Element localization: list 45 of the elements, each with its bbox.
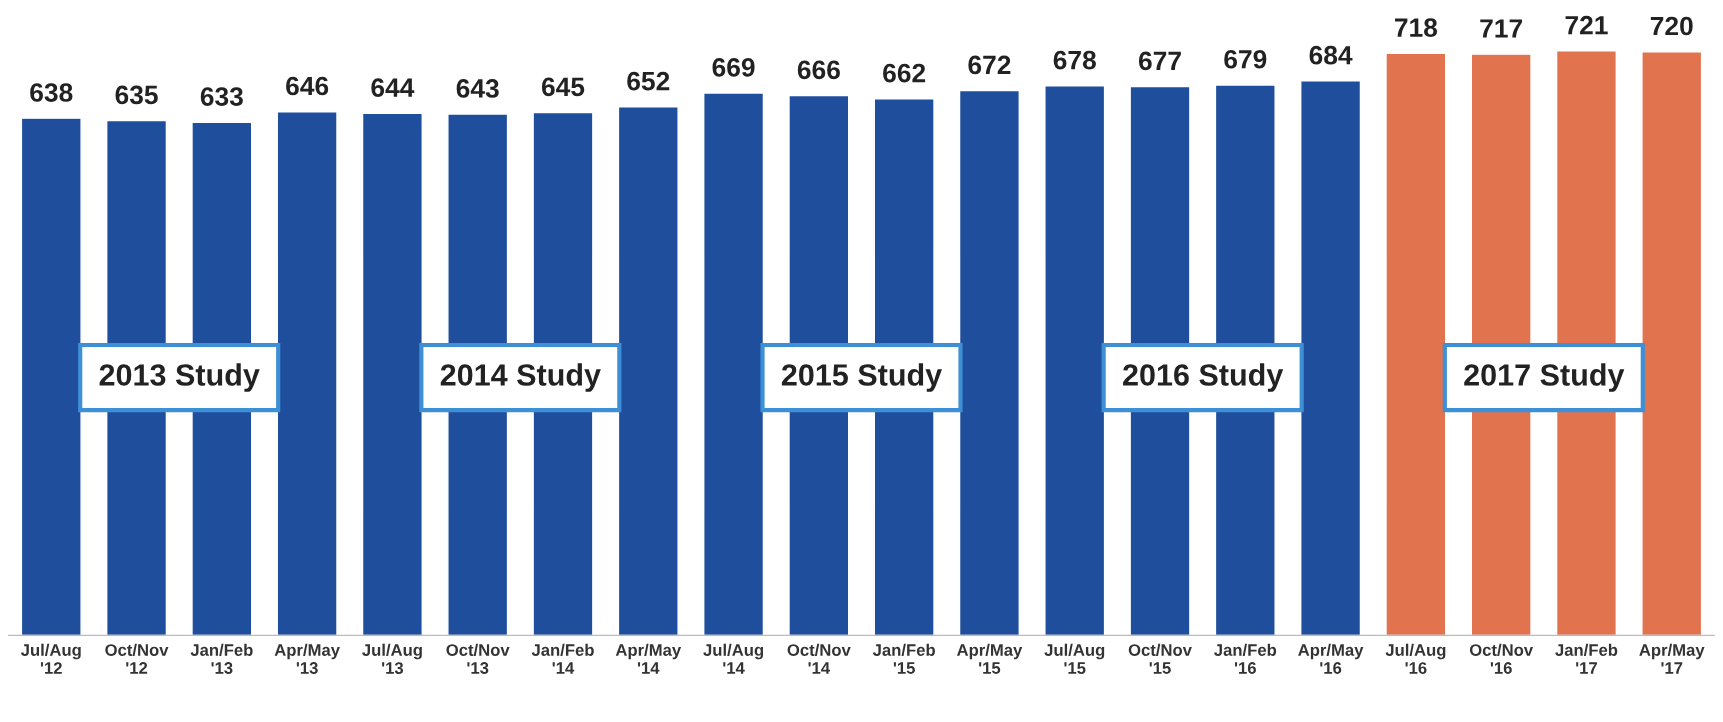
x-tick-label: Jan/Feb '15 xyxy=(872,643,935,674)
x-tick-label: Jan/Feb '13 xyxy=(190,643,253,674)
data-label: 633 xyxy=(200,87,243,106)
x-tick-label: Oct/Nov '14 xyxy=(787,643,851,674)
data-label: 678 xyxy=(1053,50,1096,70)
data-label: 720 xyxy=(1650,16,1693,36)
data-label: 721 xyxy=(1565,15,1608,35)
annotation: 2017 Study xyxy=(1464,363,1625,392)
x-tick-label: Jul/Aug '14 xyxy=(703,643,764,674)
data-label: 645 xyxy=(541,77,585,97)
x-tick-label: Oct/Nov '15 xyxy=(1128,643,1192,674)
data-label: 652 xyxy=(627,71,670,91)
x-tick-label: Apr/May '14 xyxy=(615,643,682,674)
x-tick-label: Jul/Aug '13 xyxy=(362,643,422,674)
data-label: 717 xyxy=(1480,19,1523,38)
data-label: 666 xyxy=(797,60,840,80)
data-label: 679 xyxy=(1224,49,1267,69)
data-label: 635 xyxy=(115,85,158,105)
data-label: 662 xyxy=(883,63,926,83)
data-label: 644 xyxy=(371,78,415,97)
data-label: 638 xyxy=(30,83,73,102)
x-tick-label: Apr/May '15 xyxy=(956,643,1023,674)
x-tick-label: Jul/Aug '12 xyxy=(20,643,81,674)
x-tick-label: Jan/Feb '17 xyxy=(1555,643,1618,674)
data-label: 646 xyxy=(286,76,329,96)
x-tick-label: Oct/Nov '13 xyxy=(446,643,510,674)
annotation: 2013 Study xyxy=(99,363,260,392)
data-label: 677 xyxy=(1138,51,1181,71)
x-tick-label: Oct/Nov '12 xyxy=(105,643,169,674)
x-tick-label: Jul/Aug '16 xyxy=(1385,643,1446,674)
annotation: 2015 Study xyxy=(781,363,943,392)
annotation: 2014 Study xyxy=(440,363,601,392)
x-tick-label: Jan/Feb '16 xyxy=(1214,643,1277,674)
x-tick-label: Apr/May '17 xyxy=(1639,643,1705,674)
x-tick-label: Apr/May '13 xyxy=(274,643,340,674)
annotation: 2016 Study xyxy=(1123,363,1284,392)
x-tick-label: Jul/Aug '15 xyxy=(1044,643,1105,674)
data-label: 684 xyxy=(1309,45,1353,65)
x-tick-label: Jan/Feb '14 xyxy=(531,643,594,674)
x-tick-label: Oct/Nov '16 xyxy=(1469,643,1534,674)
x-tick-label: Apr/May '16 xyxy=(1298,643,1364,674)
data-label: 643 xyxy=(456,79,499,98)
data-label: 672 xyxy=(968,55,1011,75)
data-label: 669 xyxy=(712,58,755,77)
data-label: 718 xyxy=(1395,18,1438,37)
